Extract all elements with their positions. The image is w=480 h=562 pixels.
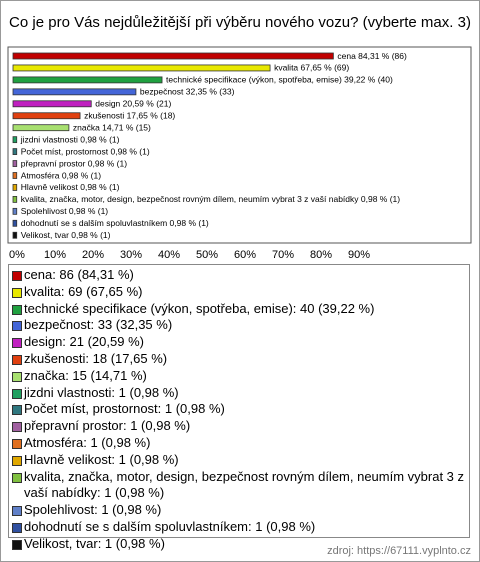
legend-item: dohodnutí se s dalším spoluvlastníkem: 1… xyxy=(11,519,469,536)
legend-item: Velikost, tvar: 1 (0,98 %) xyxy=(11,536,469,553)
value-label: Atmosféra 0,98 % (1) xyxy=(21,170,101,180)
legend-label: Velikost, tvar: 1 (0,98 %) xyxy=(24,535,165,551)
legend-swatch xyxy=(12,338,22,349)
legend-item: jizdni vlastnosti: 1 (0,98 %) xyxy=(11,385,469,402)
x-tick-label: 90% xyxy=(348,249,370,261)
x-tick-label: 50% xyxy=(196,249,218,261)
legend-swatch xyxy=(12,539,22,550)
legend-label: kvalita: 69 (67,65 %) xyxy=(24,283,143,299)
legend-item: přepravní prostor: 1 (0,98 %) xyxy=(11,418,469,435)
legend-label: jizdni vlastnosti: 1 (0,98 %) xyxy=(24,384,179,400)
value-label: Hlavně velikost 0,98 % (1) xyxy=(21,182,120,192)
legend-label: bezpečnost: 33 (32,35 %) xyxy=(24,317,173,333)
legend-label: design: 21 (20,59 %) xyxy=(24,334,144,350)
x-tick-label: 30% xyxy=(120,249,142,261)
value-label: Spolehlivost 0,98 % (1) xyxy=(21,206,109,216)
bar xyxy=(12,148,18,156)
legend-label: technické specifikace (výkon, spotřeba, … xyxy=(24,300,375,316)
bar xyxy=(12,195,18,203)
bar xyxy=(12,160,18,167)
legend-item: kvalita, značka, motor, design, bezpečno… xyxy=(11,469,469,503)
legend-item: technické specifikace (výkon, spotřeba, … xyxy=(11,301,469,318)
bar xyxy=(12,184,18,191)
x-tick-label: 60% xyxy=(234,249,256,261)
x-tick-label: 70% xyxy=(272,249,294,261)
chart: Co je pro Vás nejdůležitější při výběru … xyxy=(7,14,472,261)
legend-label: Spolehlivost: 1 (0,98 %) xyxy=(24,502,162,518)
value-label: dohodnutí se s dalším spoluvlastníkem 0,… xyxy=(21,218,209,228)
bar xyxy=(12,124,70,132)
bar xyxy=(12,76,163,84)
bar xyxy=(12,231,18,239)
legend-label: cena: 86 (84,31 %) xyxy=(24,267,134,282)
legend-swatch xyxy=(12,321,22,332)
value-label: kvalita 67,65 % (69) xyxy=(274,63,349,73)
legend-label: zkušenosti: 18 (17,65 %) xyxy=(24,350,168,366)
value-label: značka 14,71 % (15) xyxy=(73,122,151,132)
legend-label: Počet míst, prostornost: 1 (0,98 %) xyxy=(24,401,225,417)
legend-label: značka: 15 (14,71 %) xyxy=(24,367,147,383)
value-label: Velikost, tvar 0,98 % (1) xyxy=(21,230,111,240)
legend-swatch xyxy=(12,522,22,533)
source: zdroj: https://67111.vyplnto.cz xyxy=(327,545,471,557)
x-tick-label: 20% xyxy=(82,249,104,261)
legend-swatch xyxy=(12,405,22,416)
bar xyxy=(12,219,18,227)
legend-swatch xyxy=(12,388,22,399)
legend-swatch xyxy=(12,438,22,449)
legend-label: Atmosféra: 1 (0,98 %) xyxy=(24,434,151,450)
legend-swatch xyxy=(12,455,22,466)
value-label: kvalita, značka, motor, design, bezpečno… xyxy=(21,194,401,204)
legend-item: Spolehlivost: 1 (0,98 %) xyxy=(11,502,469,519)
value-label: jizdni vlastnosti 0,98 % (1) xyxy=(20,134,120,144)
x-tick-label: 80% xyxy=(310,249,332,261)
chart-title: Co je pro Vás nejdůležitější při výběru … xyxy=(9,14,471,31)
bar xyxy=(12,172,18,179)
legend-label: přepravní prostor: 1 (0,98 %) xyxy=(24,418,191,434)
x-tick-label: 10% xyxy=(44,249,66,261)
bar xyxy=(12,88,137,96)
bar xyxy=(12,52,334,60)
legend-swatch xyxy=(12,371,22,382)
legend-label: kvalita, značka, motor, design, bezpečno… xyxy=(24,468,465,501)
legend-swatch xyxy=(12,506,22,517)
legend-item: cena: 86 (84,31 %) xyxy=(11,267,469,284)
bar xyxy=(12,100,92,108)
legend-item: kvalita: 69 (67,65 %) xyxy=(11,284,469,301)
legend-swatch xyxy=(12,472,22,483)
legend-item: Hlavně velikost: 1 (0,98 %) xyxy=(11,452,469,469)
legend-label: Hlavně velikost: 1 (0,98 %) xyxy=(24,451,179,467)
bar xyxy=(12,136,18,144)
bar xyxy=(12,207,18,215)
x-tick-label: 0% xyxy=(9,249,25,261)
legend-label: dohodnutí se s dalším spoluvlastníkem: 1… xyxy=(24,518,316,534)
legend-item: design: 21 (20,59 %) xyxy=(11,334,469,351)
legend-item: značka: 15 (14,71 %) xyxy=(11,368,469,385)
legend-swatch xyxy=(12,422,22,433)
legend: cena: 86 (84,31 %) kvalita: 69 (67,65 %) t… xyxy=(8,264,470,551)
value-label: design 20,59 % (21) xyxy=(95,99,171,109)
value-label: Počet míst, prostornost 0,98 % (1) xyxy=(21,146,150,156)
value-label: cena 84,31 % (86) xyxy=(337,51,407,61)
legend-swatch xyxy=(12,304,22,315)
value-label: bezpečnost 32,35 % (33) xyxy=(140,87,235,97)
legend-item: zkušenosti: 18 (17,65 %) xyxy=(11,351,469,368)
bar xyxy=(12,64,271,72)
legend-item: bezpečnost: 33 (32,35 %) xyxy=(11,317,469,334)
legend-swatch xyxy=(12,271,22,281)
bar xyxy=(12,112,81,120)
value-label: zkušenosti 17,65 % (18) xyxy=(84,111,175,121)
legend-swatch xyxy=(12,287,22,298)
value-label: přepravní prostor 0,98 % (1) xyxy=(21,158,127,168)
value-label: technické specifikace (výkon, spotřeba, … xyxy=(166,75,393,85)
x-tick-label: 40% xyxy=(158,249,180,261)
legend-item: Počet míst, prostornost: 1 (0,98 %) xyxy=(11,401,469,418)
legend-swatch xyxy=(12,354,22,365)
legend-item: Atmosféra: 1 (0,98 %) xyxy=(11,435,469,452)
